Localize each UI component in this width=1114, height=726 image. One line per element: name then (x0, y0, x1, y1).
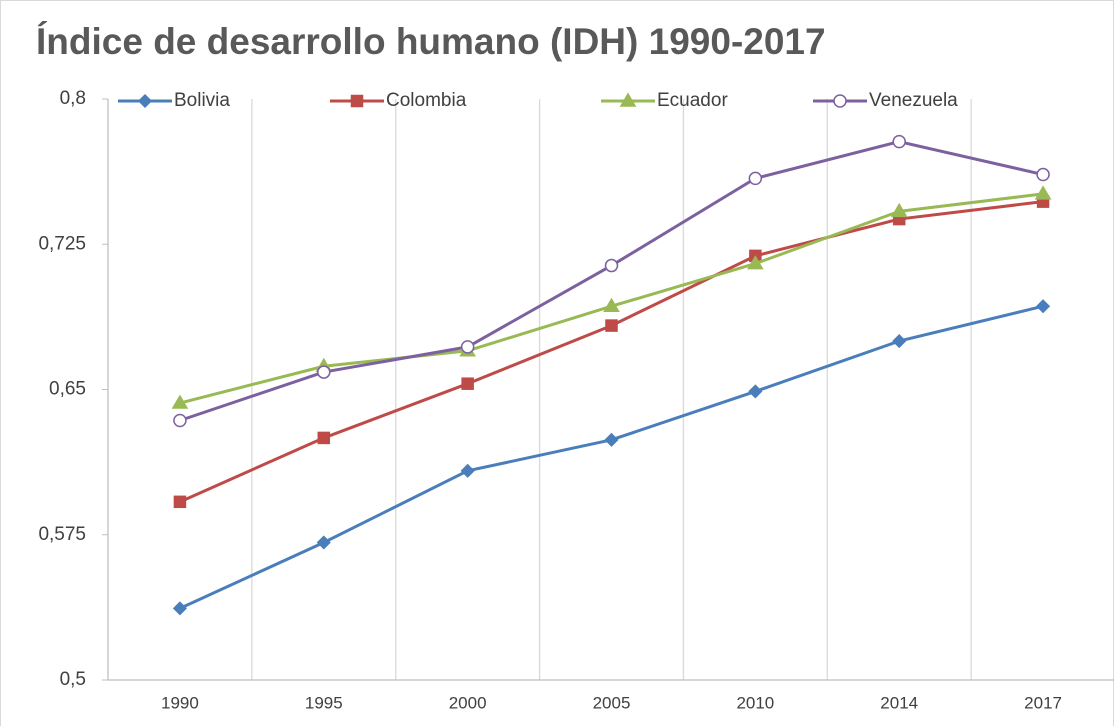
point (461, 377, 474, 390)
y-tick-label: 0,575 (38, 524, 86, 545)
point (1036, 299, 1051, 314)
point (173, 413, 187, 428)
point (604, 432, 619, 447)
point (892, 334, 907, 349)
y-tick-label: 0,65 (49, 379, 86, 400)
point (747, 255, 764, 270)
point (173, 495, 187, 509)
point (748, 171, 763, 186)
point (460, 463, 475, 478)
point (604, 258, 619, 273)
chart-title: Índice de desarrollo humano (IDH) 1990-2… (36, 21, 826, 62)
x-tick-label: 1990 (161, 693, 199, 712)
x-tick-label: 1995 (305, 693, 343, 712)
point (172, 601, 187, 616)
x-tick-label: 2010 (736, 693, 774, 712)
x-tick-label: 2005 (593, 693, 631, 712)
legend-marker (619, 92, 637, 107)
legend-label: Colombia (386, 90, 467, 111)
point (171, 394, 189, 409)
x-tick-label: 2017 (1024, 693, 1062, 712)
y-tick-label: 0,5 (60, 669, 86, 690)
point (890, 202, 908, 218)
point (316, 535, 331, 550)
legend-label: Ecuador (657, 90, 728, 111)
legend-marker (137, 93, 153, 109)
x-tick-label: 2014 (880, 693, 918, 712)
point (460, 340, 475, 354)
point (317, 431, 331, 445)
legend-marker (833, 94, 847, 108)
point (748, 384, 763, 399)
point (892, 134, 906, 149)
point (605, 319, 618, 332)
point (1036, 167, 1050, 182)
point (317, 365, 331, 379)
point (1034, 185, 1052, 200)
y-tick-label: 0,725 (38, 233, 86, 254)
y-tick-label: 0,8 (60, 88, 86, 109)
point (603, 297, 620, 312)
legend-marker (350, 94, 364, 108)
legend-label: Venezuela (869, 90, 958, 111)
x-tick-label: 2000 (449, 693, 487, 712)
legend-label: Bolivia (174, 90, 230, 111)
